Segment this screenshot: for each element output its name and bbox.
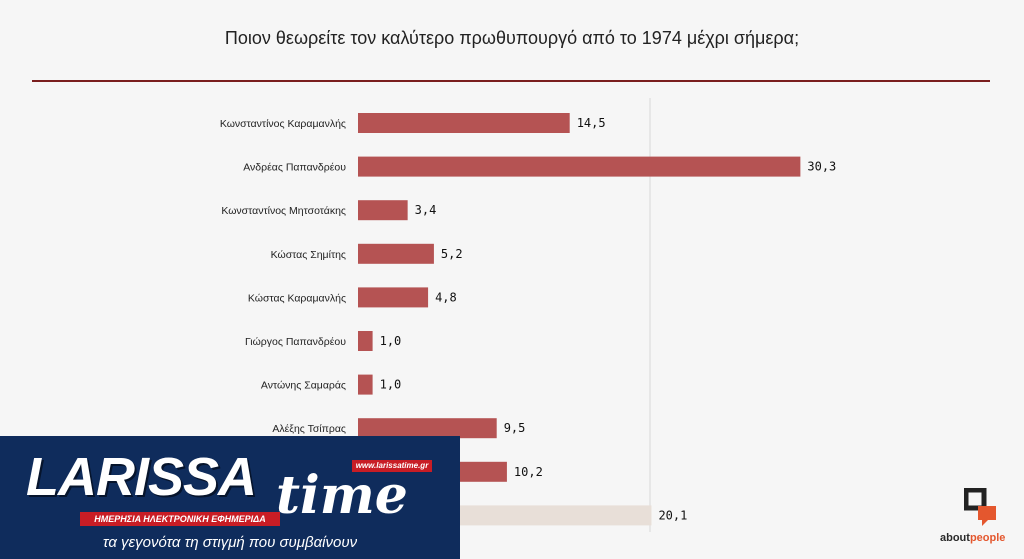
bar — [358, 374, 373, 395]
aboutpeople-wordmark-text: about — [940, 532, 970, 544]
banner-url[interactable]: www.larissatime.gr — [352, 460, 432, 472]
aboutpeople-mark-icon — [964, 488, 996, 526]
data-label: 30,3 — [807, 160, 836, 174]
data-label: 9,5 — [504, 421, 526, 435]
banner-name: LARISSA — [26, 447, 257, 507]
banner-subtitle: ΗΜΕΡΗΣΙΑ ΗΛΕΚΤΡΟΝΙΚΗ ΕΦΗΜΕΡΙΔΑ — [80, 512, 280, 526]
category-label: Κώστας Σημίτης — [271, 249, 346, 261]
data-label: 3,4 — [415, 203, 437, 217]
aboutpeople-wordmark: aboutpeople — [940, 532, 1020, 544]
bar — [358, 200, 408, 221]
category-label: Αλέξης Τσίπρας — [272, 423, 346, 435]
category-label: Γιώργος Παπανδρέου — [245, 336, 346, 348]
data-label: 14,5 — [577, 116, 606, 130]
category-label: Κωνσταντίνος Μητσοτάκης — [221, 205, 346, 217]
aboutpeople-wordmark-accent: people — [969, 532, 1006, 544]
bar — [358, 156, 801, 177]
chart-title: Ποιον θεωρείτε τον καλύτερο πρωθυπουργό … — [224, 28, 800, 48]
bar — [358, 287, 429, 308]
data-label: 1,0 — [380, 378, 402, 392]
bar — [358, 113, 570, 133]
data-label: 20,1 — [658, 508, 687, 522]
data-label: 1,0 — [380, 334, 402, 348]
larissatime-banner[interactable]: LARISSA www.larissatime.gr time ΗΜΕΡΗΣΙΑ… — [0, 436, 460, 559]
data-label: 10,2 — [514, 465, 543, 479]
data-label: 5,2 — [441, 247, 463, 261]
bar — [358, 331, 373, 351]
data-label: 4,8 — [435, 290, 457, 304]
aboutpeople-logo: aboutpeople — [940, 488, 1010, 550]
category-label: Αντώνης Σαμαράς — [261, 380, 346, 392]
bar — [358, 418, 497, 439]
banner-tagline: τα γεγονότα τη στιγμή που συμβαίνουν — [102, 534, 358, 551]
banner-name-suffix: time — [276, 465, 408, 526]
category-label: Κωνσταντίνος Καραμανλής — [220, 118, 346, 130]
title-divider — [32, 80, 990, 82]
bar — [358, 243, 434, 264]
category-label: Κώστας Καραμανλής — [248, 292, 346, 304]
category-label: Ανδρέας Παπανδρέου — [243, 162, 346, 174]
